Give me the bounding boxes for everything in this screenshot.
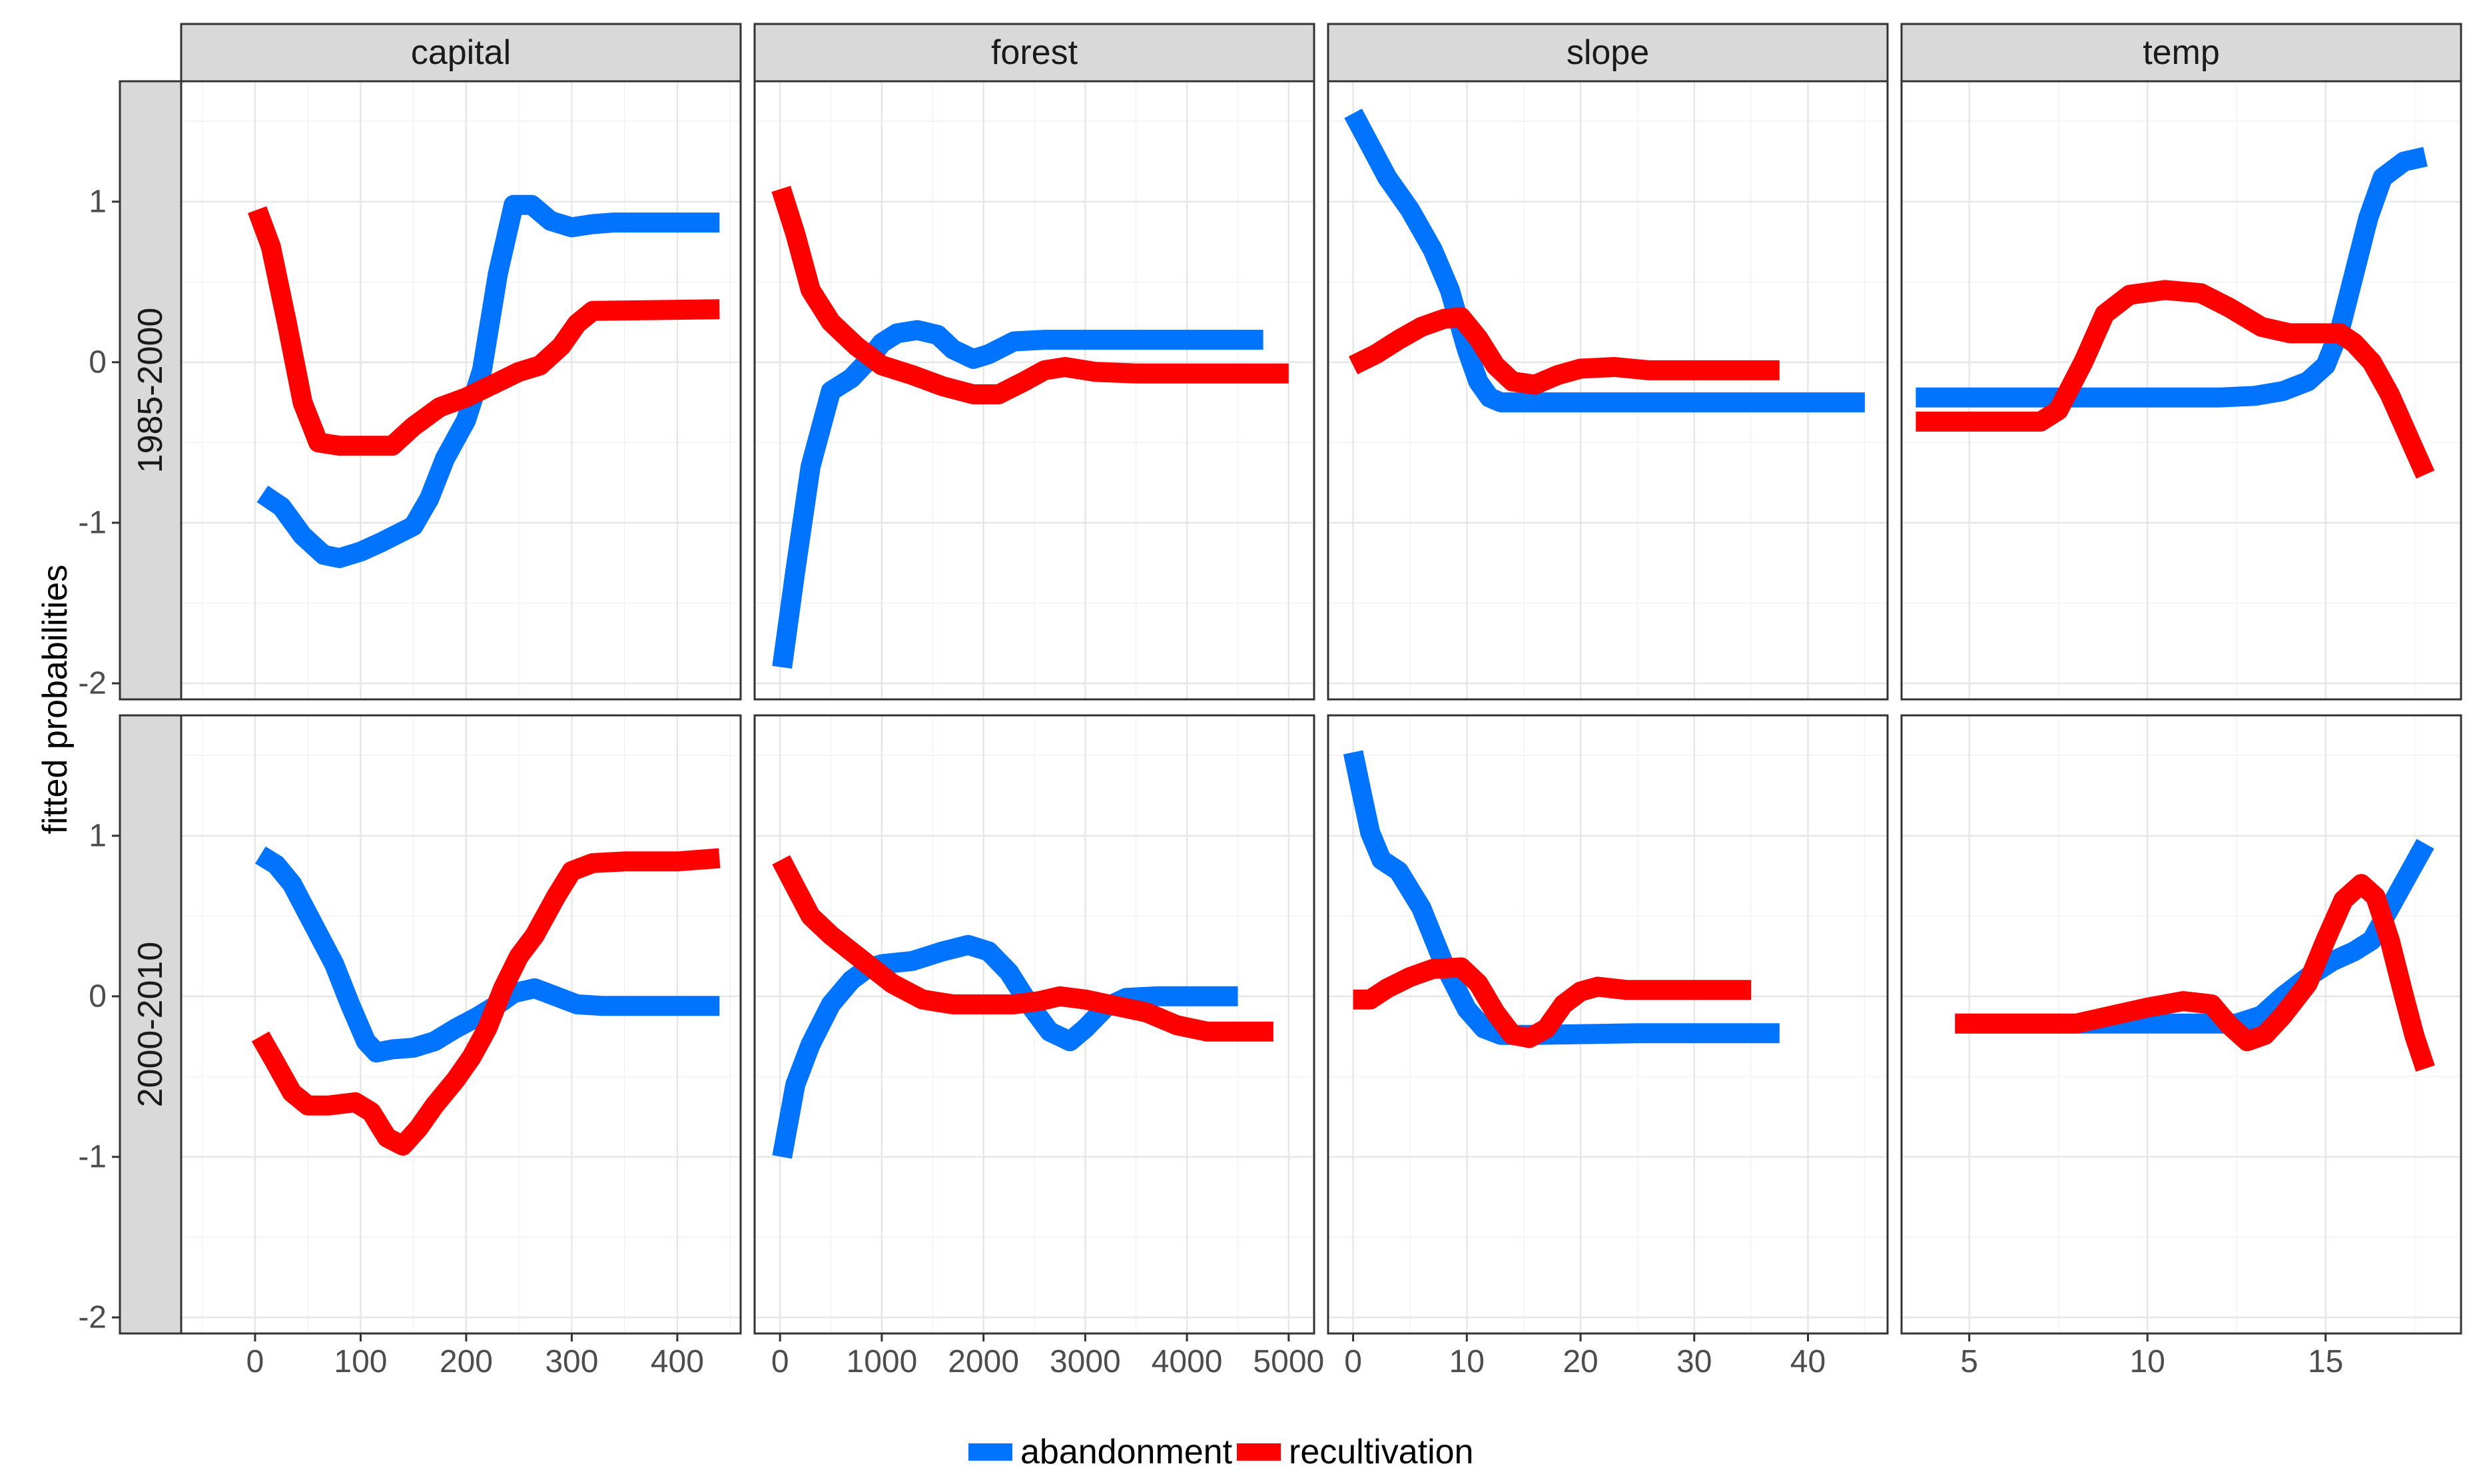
- panel-slope-1985-2000: [1327, 80, 1889, 701]
- series-line-recultivation: [248, 206, 720, 456]
- column-strip-label-temp: temp: [2143, 33, 2220, 72]
- panel-temp-2000-2010: [1900, 714, 2462, 1335]
- series-line-recultivation: [1916, 280, 2435, 479]
- x-tick-label: 3000: [1050, 1344, 1121, 1379]
- x-tick-label: 300: [545, 1344, 598, 1379]
- y-tick-label: -2: [78, 665, 107, 701]
- panel-forest-2000-2010: [753, 714, 1315, 1335]
- x-tick-label: 40: [1790, 1344, 1826, 1379]
- panel-background: [1328, 81, 1888, 699]
- panel-forest-1985-2000: [753, 80, 1315, 701]
- x-tick-label: 0: [771, 1344, 789, 1379]
- series-line-abandonment: [1916, 147, 2428, 408]
- y-tick-label: 1: [89, 184, 107, 219]
- y-tick-label: -1: [78, 1139, 107, 1174]
- panel-border: [1900, 714, 2462, 1335]
- x-tick-label: 5000: [1253, 1344, 1324, 1379]
- x-tick-label: 2000: [948, 1344, 1019, 1379]
- row-strip-label-2000-2010: 2000-2010: [131, 942, 170, 1108]
- row-strip-label-1985-2000: 1985-2000: [131, 308, 170, 474]
- panel-border: [1327, 714, 1889, 1335]
- panel-border: [1900, 80, 2462, 701]
- panel-border: [1327, 80, 1889, 701]
- x-tick-label: 5: [1960, 1344, 1978, 1379]
- column-strip-forest: [753, 23, 1315, 83]
- series-line-recultivation: [1955, 874, 2435, 1072]
- series-line-recultivation: [1348, 307, 1780, 395]
- y-tick-label: 1: [89, 818, 107, 853]
- x-tick-label: 10: [1449, 1344, 1485, 1379]
- y-axis-title: fitted probabilities: [36, 565, 75, 835]
- column-strip-temp: [1900, 23, 2462, 83]
- legend: abandonment recultivation: [968, 1433, 1473, 1471]
- column-strip-capital: [180, 23, 742, 83]
- x-tick-label: 400: [651, 1344, 704, 1379]
- y-tick-label: -2: [78, 1299, 107, 1335]
- x-tick-label: 0: [1344, 1344, 1362, 1379]
- x-tick-label: 10: [2129, 1344, 2165, 1379]
- series-line-abandonment: [1344, 109, 1865, 413]
- panel-border: [180, 714, 742, 1335]
- x-tick-label: 1000: [847, 1344, 918, 1379]
- x-tick-label: 0: [246, 1344, 264, 1379]
- x-tick-label: 30: [1676, 1344, 1712, 1379]
- panel-capital-2000-2010: [180, 714, 742, 1335]
- panel-border: [753, 714, 1315, 1335]
- series-line-abandonment: [772, 320, 1263, 669]
- column-strip-label-slope: slope: [1567, 33, 1649, 72]
- panel-temp-1985-2000: [1900, 80, 2462, 701]
- y-tick-label: 0: [89, 978, 107, 1014]
- row-strip-2000-2010: [119, 714, 182, 1335]
- x-tick-label: 100: [334, 1344, 387, 1379]
- panel-border: [753, 80, 1315, 701]
- row-strip-1985-2000: [119, 80, 182, 701]
- x-tick-label: 15: [2308, 1344, 2343, 1379]
- series-line-recultivation: [251, 848, 721, 1156]
- panel-border: [180, 80, 742, 701]
- legend-label-abandonment: abandonment: [1020, 1433, 1233, 1471]
- x-tick-label: 4000: [1152, 1344, 1223, 1379]
- column-strip-label-capital: capital: [411, 33, 511, 72]
- panel-capital-1985-2000: [180, 80, 742, 701]
- series-line-recultivation: [772, 855, 1273, 1042]
- legend-label-recultivation: recultivation: [1289, 1433, 1473, 1471]
- column-strip-label-forest: forest: [991, 33, 1078, 72]
- y-tick-label: 0: [89, 344, 107, 380]
- x-tick-label: 200: [440, 1344, 493, 1379]
- column-strip-slope: [1327, 23, 1889, 83]
- y-tick-label: -1: [78, 505, 107, 540]
- x-tick-label: 20: [1563, 1344, 1598, 1379]
- series-line-abandonment: [255, 846, 720, 1063]
- series-line-recultivation: [1353, 957, 1752, 1048]
- series-line-recultivation: [771, 185, 1289, 404]
- panel-slope-2000-2010: [1327, 714, 1889, 1335]
- series-line-abandonment: [256, 194, 720, 568]
